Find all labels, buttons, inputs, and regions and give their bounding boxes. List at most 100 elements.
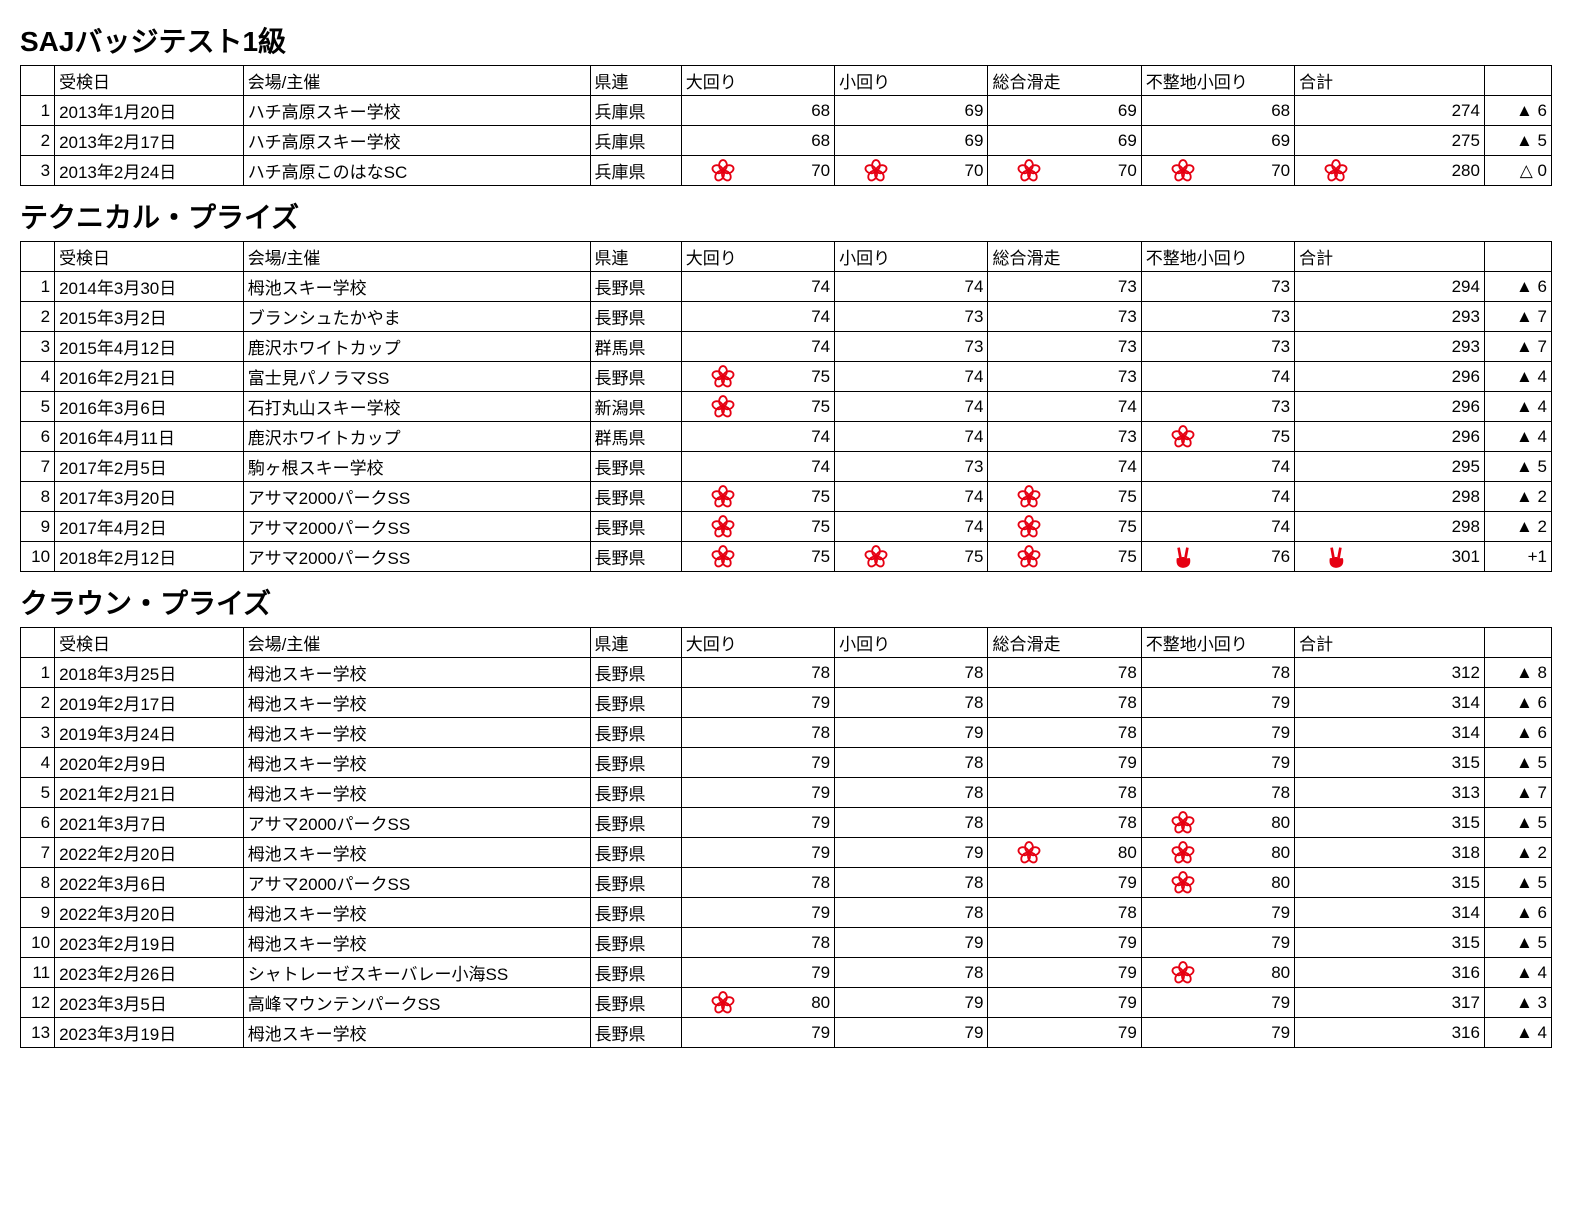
row-number: 12 bbox=[21, 988, 55, 1018]
row-number: 8 bbox=[21, 482, 55, 512]
score-value: 74 bbox=[1118, 397, 1137, 416]
flower-icon bbox=[1170, 424, 1196, 450]
total-value: 316 bbox=[1452, 1023, 1480, 1042]
table-row: 82017年3月20日アサマ2000パークSS長野県75747574298▲ 2 bbox=[21, 482, 1552, 512]
header-cell: 大回り bbox=[681, 628, 834, 658]
total-cell: 294 bbox=[1295, 272, 1485, 302]
header-cell: 総合滑走 bbox=[988, 66, 1141, 96]
flower-icon bbox=[1016, 484, 1042, 510]
table-row: 62021年3月7日アサマ2000パークSS長野県79787880315▲ 5 bbox=[21, 808, 1552, 838]
flower-icon bbox=[1016, 514, 1042, 540]
row-number: 1 bbox=[21, 272, 55, 302]
total-value: 274 bbox=[1452, 101, 1480, 120]
row-number: 4 bbox=[21, 748, 55, 778]
score-cell: 78 bbox=[681, 868, 834, 898]
score-value: 75 bbox=[1118, 547, 1137, 566]
header-row: 受検日会場/主催県連大回り小回り総合滑走不整地小回り合計 bbox=[21, 628, 1552, 658]
score-cell: 79 bbox=[835, 718, 988, 748]
score-cell: 73 bbox=[1141, 302, 1294, 332]
score-value: 80 bbox=[1271, 813, 1290, 832]
diff-cell: ▲ 5 bbox=[1484, 126, 1551, 156]
diff-cell: ▲ 4 bbox=[1484, 392, 1551, 422]
score-value: 79 bbox=[1271, 753, 1290, 772]
table-row: 72022年2月20日栂池スキー学校長野県79798080318▲ 2 bbox=[21, 838, 1552, 868]
score-value: 78 bbox=[1118, 903, 1137, 922]
table-row: 102023年2月19日栂池スキー学校長野県78797979315▲ 5 bbox=[21, 928, 1552, 958]
score-value: 70 bbox=[1271, 161, 1290, 180]
score-value: 74 bbox=[811, 277, 830, 296]
score-value: 79 bbox=[965, 1023, 984, 1042]
score-cell: 78 bbox=[988, 688, 1141, 718]
row-number: 10 bbox=[21, 542, 55, 572]
score-value: 74 bbox=[811, 427, 830, 446]
venue: ブランシュたかやま bbox=[243, 302, 590, 332]
score-cell: 79 bbox=[681, 778, 834, 808]
score-cell: 78 bbox=[988, 718, 1141, 748]
score-cell: 73 bbox=[988, 302, 1141, 332]
header-cell: 会場/主催 bbox=[243, 66, 590, 96]
venue: ハチ高原このはなSC bbox=[243, 156, 590, 186]
flower-icon bbox=[1016, 840, 1042, 866]
header-cell: 総合滑走 bbox=[988, 628, 1141, 658]
total-value: 315 bbox=[1452, 873, 1480, 892]
venue: アサマ2000パークSS bbox=[243, 808, 590, 838]
total-value: 275 bbox=[1452, 131, 1480, 150]
flower-icon bbox=[863, 158, 889, 184]
score-value: 79 bbox=[1118, 753, 1137, 772]
total-cell: 296 bbox=[1295, 392, 1485, 422]
exam-date: 2022年2月20日 bbox=[55, 838, 244, 868]
score-cell: 79 bbox=[1141, 1018, 1294, 1048]
score-value: 79 bbox=[811, 693, 830, 712]
score-cell: 78 bbox=[835, 748, 988, 778]
total-cell: 317 bbox=[1295, 988, 1485, 1018]
row-number: 8 bbox=[21, 868, 55, 898]
total-value: 314 bbox=[1452, 903, 1480, 922]
score-value: 68 bbox=[811, 131, 830, 150]
row-number: 6 bbox=[21, 808, 55, 838]
score-value: 78 bbox=[1118, 813, 1137, 832]
score-cell: 78 bbox=[835, 658, 988, 688]
prefecture: 兵庫県 bbox=[590, 96, 681, 126]
venue: ハチ高原スキー学校 bbox=[243, 126, 590, 156]
venue: 栂池スキー学校 bbox=[243, 928, 590, 958]
total-cell: 315 bbox=[1295, 868, 1485, 898]
score-cell: 73 bbox=[988, 332, 1141, 362]
exam-date: 2019年2月17日 bbox=[55, 688, 244, 718]
exam-date: 2023年3月19日 bbox=[55, 1018, 244, 1048]
exam-date: 2016年2月21日 bbox=[55, 362, 244, 392]
score-value: 75 bbox=[811, 517, 830, 536]
score-cell: 79 bbox=[988, 928, 1141, 958]
total-value: 295 bbox=[1452, 457, 1480, 476]
score-value: 79 bbox=[965, 933, 984, 952]
score-value: 74 bbox=[965, 367, 984, 386]
venue: 駒ヶ根スキー学校 bbox=[243, 452, 590, 482]
score-value: 73 bbox=[1118, 367, 1137, 386]
score-value: 79 bbox=[811, 1023, 830, 1042]
flower-icon bbox=[710, 364, 736, 390]
score-cell: 76 bbox=[1141, 542, 1294, 572]
score-value: 74 bbox=[965, 277, 984, 296]
score-cell: 80 bbox=[681, 988, 834, 1018]
score-cell: 75 bbox=[681, 362, 834, 392]
diff-cell: △ 0 bbox=[1484, 156, 1551, 186]
row-number: 7 bbox=[21, 838, 55, 868]
score-value: 78 bbox=[811, 933, 830, 952]
prefecture: 長野県 bbox=[590, 778, 681, 808]
diff-cell: ▲ 4 bbox=[1484, 362, 1551, 392]
score-value: 73 bbox=[1118, 337, 1137, 356]
total-value: 317 bbox=[1452, 993, 1480, 1012]
exam-date: 2022年3月6日 bbox=[55, 868, 244, 898]
score-cell: 79 bbox=[1141, 898, 1294, 928]
exam-date: 2017年4月2日 bbox=[55, 512, 244, 542]
score-cell: 73 bbox=[988, 362, 1141, 392]
venue: 栂池スキー学校 bbox=[243, 658, 590, 688]
score-cell: 68 bbox=[1141, 96, 1294, 126]
score-cell: 75 bbox=[681, 542, 834, 572]
score-value: 75 bbox=[1271, 427, 1290, 446]
header-cell bbox=[21, 66, 55, 96]
table-row: 52016年3月6日石打丸山スキー学校新潟県75747473296▲ 4 bbox=[21, 392, 1552, 422]
score-cell: 68 bbox=[681, 96, 834, 126]
score-value: 74 bbox=[965, 487, 984, 506]
score-value: 79 bbox=[1118, 963, 1137, 982]
header-cell: 受検日 bbox=[55, 628, 244, 658]
